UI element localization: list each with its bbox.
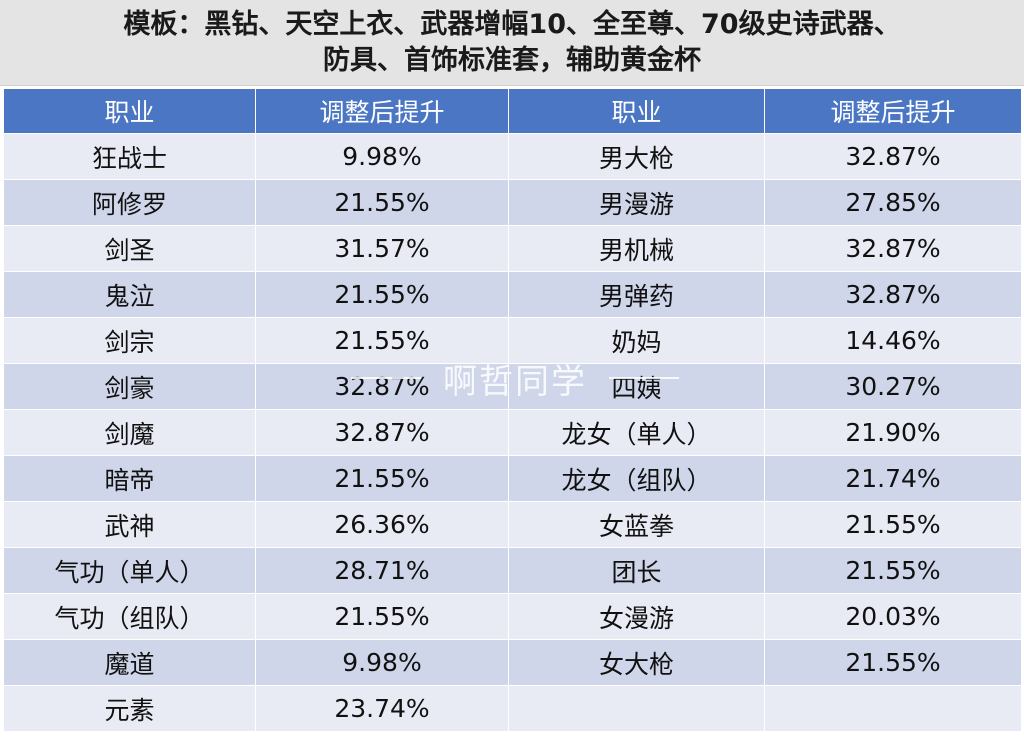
- boost-cell: 32.87%: [764, 271, 1022, 318]
- boost-cell: 32.87%: [255, 409, 509, 456]
- table-row: 阿修罗 21.55% 男漫游 27.85%: [3, 179, 1022, 226]
- class-cell: 男机械: [508, 225, 765, 272]
- table-row: 暗帝 21.55% 龙女（组队） 21.74%: [3, 455, 1022, 502]
- title-line-2: 防具、首饰标准套，辅助黄金杯: [323, 44, 701, 76]
- class-cell: 龙女（单人）: [508, 409, 765, 456]
- boost-cell: 21.55%: [764, 547, 1022, 594]
- table-row: 剑圣 31.57% 男机械 32.87%: [3, 225, 1022, 272]
- table-row: 气功（组队） 21.55% 女漫游 20.03%: [3, 593, 1022, 640]
- boost-cell: 27.85%: [764, 179, 1022, 226]
- table-row: 狂战士 9.98% 男大枪 32.87%: [3, 133, 1022, 180]
- class-cell: 元素: [3, 685, 256, 732]
- class-cell: 武神: [3, 501, 256, 548]
- class-cell: 奶妈: [508, 317, 765, 364]
- boost-cell: 21.55%: [255, 593, 509, 640]
- table-row: 鬼泣 21.55% 男弹药 32.87%: [3, 271, 1022, 318]
- class-boost-table: 职业 调整后提升 职业 调整后提升 狂战士 9.98% 男大枪 32.87% 阿…: [3, 88, 1022, 732]
- header-boost-right: 调整后提升: [764, 88, 1022, 134]
- boost-cell: 21.90%: [764, 409, 1022, 456]
- boost-cell: 21.55%: [255, 179, 509, 226]
- boost-cell: 21.55%: [764, 501, 1022, 548]
- class-cell: 男大枪: [508, 133, 765, 180]
- table-row: 剑豪 32.87% 四姨 30.27%: [3, 363, 1022, 410]
- table-header-row: 职业 调整后提升 职业 调整后提升: [3, 88, 1022, 134]
- class-cell: 四姨: [508, 363, 765, 410]
- header-class-right: 职业: [508, 88, 765, 134]
- boost-cell: 20.03%: [764, 593, 1022, 640]
- boost-cell: 21.55%: [764, 639, 1022, 686]
- page-title: 模板：黑钻、天空上衣、武器增幅10、全至尊、70级史诗武器、 防具、首饰标准套，…: [0, 0, 1024, 86]
- class-cell: 狂战士: [3, 133, 256, 180]
- header-class-left: 职业: [3, 88, 256, 134]
- table-row: 武神 26.36% 女蓝拳 21.55%: [3, 501, 1022, 548]
- table-row: 剑宗 21.55% 奶妈 14.46%: [3, 317, 1022, 364]
- class-cell: 暗帝: [3, 455, 256, 502]
- boost-cell: 21.55%: [255, 271, 509, 318]
- boost-cell: 21.55%: [255, 455, 509, 502]
- table-row: 元素 23.74%: [3, 685, 1022, 732]
- class-cell: 剑圣: [3, 225, 256, 272]
- class-cell: 魔道: [3, 639, 256, 686]
- class-cell: 女漫游: [508, 593, 765, 640]
- class-cell: 男漫游: [508, 179, 765, 226]
- class-cell: 女蓝拳: [508, 501, 765, 548]
- class-cell: 龙女（组队）: [508, 455, 765, 502]
- boost-cell: 9.98%: [255, 639, 509, 686]
- table-row: 剑魔 32.87% 龙女（单人） 21.90%: [3, 409, 1022, 456]
- boost-cell: 30.27%: [764, 363, 1022, 410]
- boost-cell: 21.74%: [764, 455, 1022, 502]
- class-cell: [508, 685, 765, 732]
- class-cell: 鬼泣: [3, 271, 256, 318]
- boost-cell: [764, 685, 1022, 732]
- header-boost-left: 调整后提升: [255, 88, 509, 134]
- class-cell: 剑豪: [3, 363, 256, 410]
- class-cell: 男弹药: [508, 271, 765, 318]
- boost-cell: 32.87%: [764, 225, 1022, 272]
- class-cell: 团长: [508, 547, 765, 594]
- boost-cell: 31.57%: [255, 225, 509, 272]
- boost-cell: 32.87%: [255, 363, 509, 410]
- title-line-1: 模板：黑钻、天空上衣、武器增幅10、全至尊、70级史诗武器、: [123, 8, 901, 40]
- boost-cell: 26.36%: [255, 501, 509, 548]
- class-cell: 阿修罗: [3, 179, 256, 226]
- table-row: 气功（单人） 28.71% 团长 21.55%: [3, 547, 1022, 594]
- boost-cell: 32.87%: [764, 133, 1022, 180]
- class-cell: 女大枪: [508, 639, 765, 686]
- boost-cell: 23.74%: [255, 685, 509, 732]
- class-cell: 剑魔: [3, 409, 256, 456]
- class-cell: 气功（单人）: [3, 547, 256, 594]
- class-cell: 气功（组队）: [3, 593, 256, 640]
- class-cell: 剑宗: [3, 317, 256, 364]
- boost-cell: 21.55%: [255, 317, 509, 364]
- boost-cell: 14.46%: [764, 317, 1022, 364]
- boost-cell: 9.98%: [255, 133, 509, 180]
- table-row: 魔道 9.98% 女大枪 21.55%: [3, 639, 1022, 686]
- boost-cell: 28.71%: [255, 547, 509, 594]
